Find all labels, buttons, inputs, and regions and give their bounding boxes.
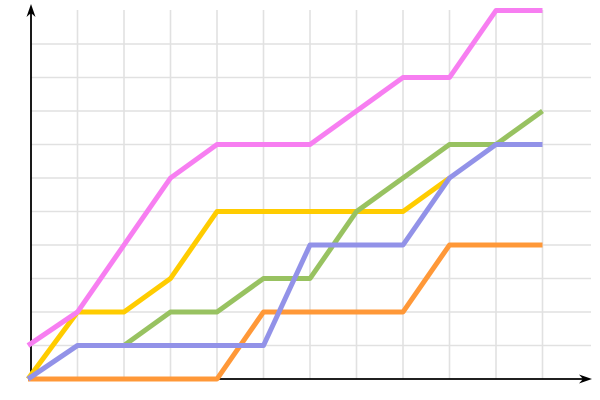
series-blue-line[interactable] (26, 142, 543, 382)
x-axis-arrow-icon (579, 374, 592, 384)
series-violet-line[interactable] (26, 8, 543, 348)
series-layer (25, 8, 544, 382)
series-orange-line[interactable] (28, 242, 543, 382)
series-yellow-line[interactable] (25, 175, 451, 381)
grid-layer (31, 10, 591, 379)
y-axis-arrow-icon (26, 4, 36, 17)
